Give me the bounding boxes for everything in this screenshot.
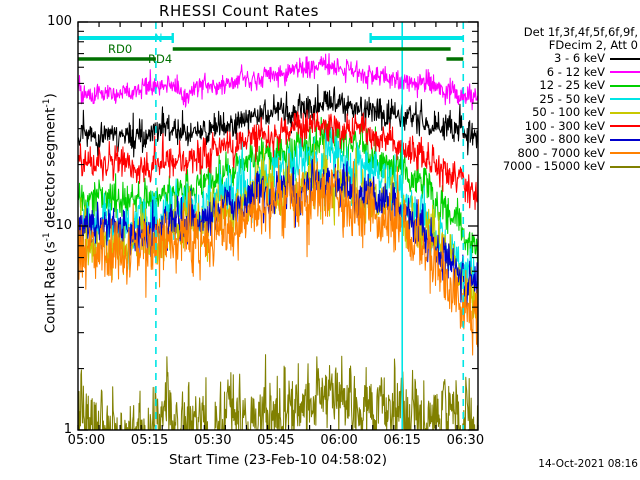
series-line <box>78 109 478 211</box>
annotation-label-rd0: RD0 <box>108 42 133 56</box>
series-line <box>78 127 478 307</box>
legend-entry-label: 50 - 100 keV <box>532 105 605 119</box>
legend-entry: 3 - 6 keV <box>484 51 640 66</box>
legend-entry: 50 - 100 keV <box>484 105 640 120</box>
y-tick-label: 10 <box>55 218 72 233</box>
x-tick-label: 06:00 <box>320 433 358 448</box>
x-axis-label: Start Time (23-Feb-10 04:58:02) <box>168 452 388 468</box>
y-tick-label: 1 <box>63 422 72 437</box>
series-line <box>78 53 478 111</box>
x-tick-label: 06:15 <box>383 433 421 448</box>
legend-color-swatch <box>610 57 640 60</box>
legend-entry: 300 - 800 keV <box>484 132 640 147</box>
legend-entry: 800 - 7000 keV <box>484 145 640 161</box>
legend-color-swatch <box>610 98 640 101</box>
legend-entry-label: 25 - 50 keV <box>539 91 605 106</box>
legend-color-swatch <box>610 152 640 155</box>
legend-color-swatch <box>610 71 640 74</box>
series-line <box>78 84 478 163</box>
x-tick-label: 05:30 <box>194 433 232 448</box>
legend-entry-label: 800 - 7000 keV <box>517 145 605 160</box>
legend-header-line-2: FDecim 2, Att 0 <box>548 38 638 52</box>
annotation-label-n: N <box>154 31 163 45</box>
annotation-label-rd4: RD4 <box>148 52 173 66</box>
chart-title: RHESSI Count Rates <box>159 2 319 20</box>
legend-entry-label: 12 - 25 keV <box>539 78 605 92</box>
x-tick-label: 05:00 <box>67 433 106 448</box>
legend-entry-label: 6 - 12 keV <box>546 64 605 79</box>
x-tick-label: 05:15 <box>130 433 169 448</box>
legend-entry-label: 3 - 6 keV <box>554 51 605 65</box>
series-line <box>78 153 478 356</box>
legend-entry: 100 - 300 keV <box>484 118 640 134</box>
series-line <box>78 354 478 430</box>
legend-entry-label: 7000 - 15000 keV <box>502 159 605 173</box>
x-tick-label: 06:30 <box>446 433 485 448</box>
legend-entry: 25 - 50 keV <box>484 91 640 107</box>
legend-color-swatch <box>610 165 640 168</box>
legend-entries: 3 - 6 keV 6 - 12 keV 12 - 25 keV 25 - 50 ke… <box>484 51 640 174</box>
data-curves <box>78 53 478 430</box>
legend-entry-label: 300 - 800 keV <box>524 132 605 146</box>
axis-ticks <box>77 21 479 431</box>
x-tick-label: 05:45 <box>257 433 295 448</box>
legend-color-swatch <box>610 138 640 141</box>
legend-color-swatch <box>610 84 640 87</box>
legend-header-line-1: Det 1f,3f,4f,5f,6f,9f, <box>523 25 638 39</box>
render-timestamp: 14-Oct-2021 08:16 <box>538 458 638 470</box>
legend-entry-label: 100 - 300 keV <box>524 118 605 133</box>
legend-entry: 7000 - 15000 keV <box>484 159 640 174</box>
y-tick-label: 100 <box>47 14 72 29</box>
legend-color-swatch <box>610 111 640 114</box>
legend: Det 1f,3f,4f,5f,6f,9f, FDecim 2, Att 0 3… <box>484 26 640 174</box>
legend-entry: 6 - 12 keV <box>484 64 640 80</box>
legend-color-swatch <box>610 125 640 128</box>
legend-entry: 12 - 25 keV <box>484 78 640 93</box>
